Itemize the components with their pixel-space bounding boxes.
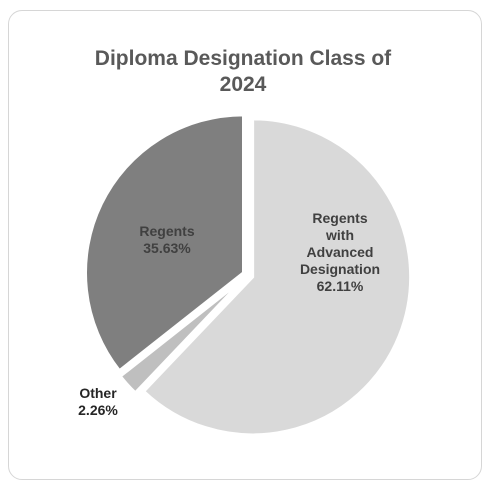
- slice-label-regents-with-advanced-designation: Regents with Advanced Designation 62.11%: [300, 210, 380, 294]
- chart-title-line-2: 2024: [219, 73, 267, 96]
- slice-label-other: Other 2.26%: [78, 385, 118, 418]
- pie-slice-regents-with-advanced-designation: [141, 117, 413, 437]
- pie-slice-regents: [84, 113, 246, 373]
- pie-chart: Regents with Advanced Designation 62.11% Othe…: [78, 113, 413, 437]
- pie-slice-other: [118, 277, 246, 395]
- slice-label-regents: Regents 35.63%: [139, 223, 194, 256]
- chart-title-line-1: Diploma Designation Class of: [94, 47, 392, 70]
- chart-title: Diploma Designation Class of 2024: [0, 46, 486, 98]
